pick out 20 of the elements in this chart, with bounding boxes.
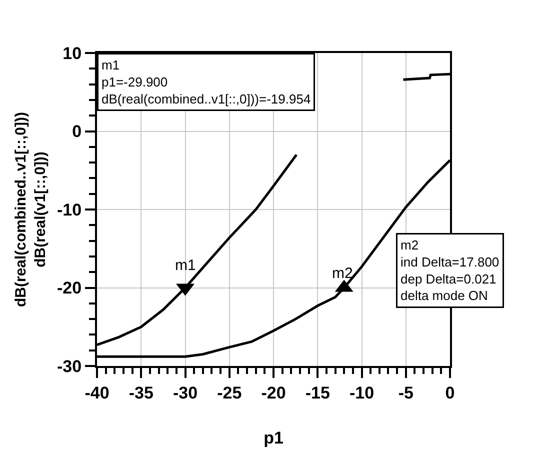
x-tick-label: -15 xyxy=(305,383,330,402)
x-axis-title: p1 xyxy=(264,428,284,448)
annotation: m2 ind Delta=17.800 dep Delta=0.021 delta mode ON xyxy=(400,238,500,304)
x-tick-label: -25 xyxy=(217,383,242,402)
y-tick-label: -30 xyxy=(57,356,82,376)
y-tick-label: -10 xyxy=(57,200,82,220)
x-tick-label: -10 xyxy=(349,383,374,402)
x-tick-label: 0 xyxy=(445,383,455,402)
x-tick-label: -40 xyxy=(84,383,110,402)
annotation: m2 xyxy=(332,265,353,282)
x-tick-label: -20 xyxy=(261,383,286,402)
y-axis-title: dB(real(combined..v1[::,0])) dB(real(v1[::,0])) xyxy=(12,112,49,308)
y-tick-label: -20 xyxy=(57,278,82,298)
annotation: m1 xyxy=(175,257,196,274)
y-tick-label: 0 xyxy=(72,122,82,142)
x-tick-label: -5 xyxy=(398,383,414,402)
y-tick-label: 10 xyxy=(62,44,82,63)
annotation: m1 p1=-29.900 dB(real(combined..v1[::,0]))=-19.954 xyxy=(102,58,311,106)
x-tick-label: -30 xyxy=(172,383,198,402)
x-tick-label: -35 xyxy=(128,383,154,402)
